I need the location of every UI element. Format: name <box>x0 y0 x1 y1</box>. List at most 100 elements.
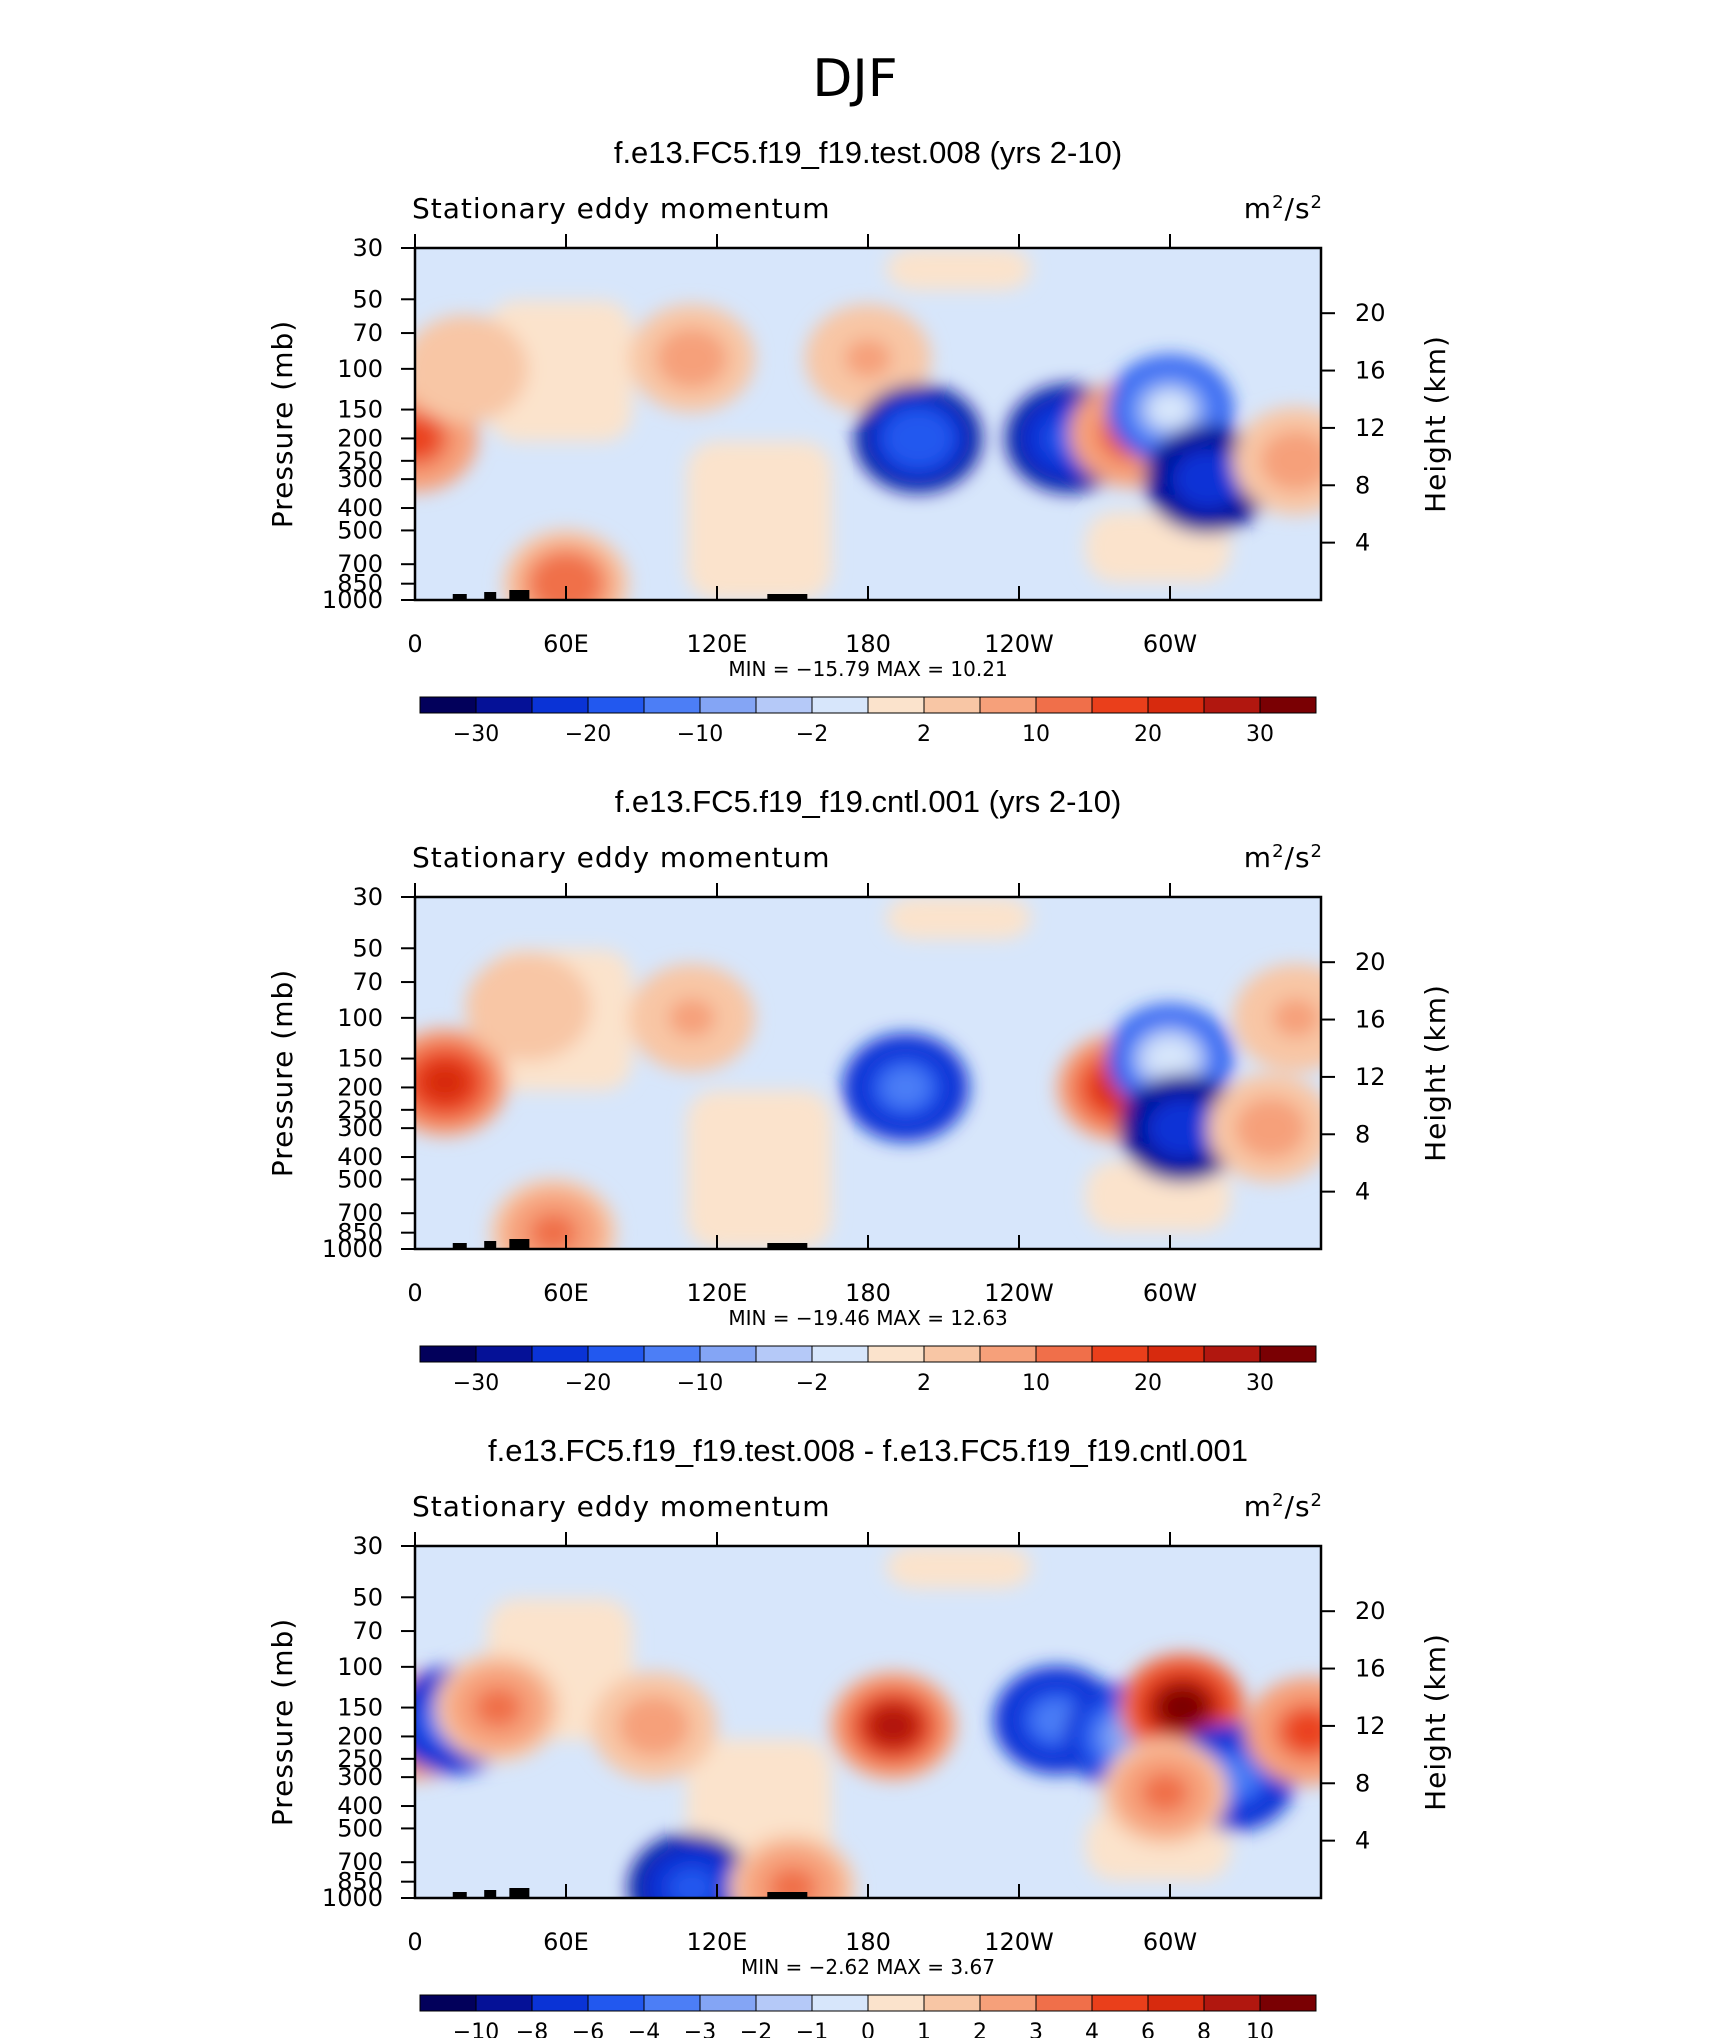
contour-band <box>886 897 1032 940</box>
colorbar-tick-label: 3 <box>1029 2020 1043 2038</box>
plot-area: 0 60E 120E 180 120W 60W3050701001502002503004… <box>322 1532 1386 1956</box>
colorbar-box <box>587 696 645 714</box>
y-tick-label: 500 <box>337 516 383 544</box>
plot-area: 0 60E 120E 180 120W 60W3050701001502002503004… <box>322 883 1386 1307</box>
colorbar-box <box>419 696 477 714</box>
x-tick-label: 120E <box>687 1928 748 1956</box>
colorbar-box <box>587 1994 645 2012</box>
contour-feature <box>1272 441 1320 481</box>
colorbar-tick-label: −20 <box>565 1371 611 1396</box>
colorbar-box <box>979 1345 1037 1363</box>
x-tick-label: 0 <box>407 1928 422 1956</box>
min-max-stats: MIN = −15.79 MAX = 10.21 <box>728 657 1007 681</box>
colorbar-box <box>1035 1345 1093 1363</box>
topography <box>792 1244 807 1249</box>
colorbar-tick-label: −30 <box>453 722 499 747</box>
colorbar-tick-label: −10 <box>677 1371 723 1396</box>
y2-tick-label: 8 <box>1355 1769 1370 1797</box>
colorbar-tick-label: 10 <box>1022 1371 1050 1396</box>
x-tick-label: 60W <box>1143 1279 1197 1307</box>
y-tick-label: 300 <box>337 1763 383 1791</box>
x-tick-label: 60E <box>543 1279 589 1307</box>
colorbar-box <box>1147 696 1205 714</box>
colorbar-tick-label: −6 <box>572 2020 604 2038</box>
contour-feature <box>882 1067 930 1107</box>
colorbar-box <box>1203 696 1261 714</box>
colorbar-tick-label: −20 <box>565 722 611 747</box>
y-tick-label: 700 <box>337 550 383 578</box>
colorbar: −30 −20 −10 −2 2 10 20 30 <box>419 696 1317 747</box>
topography <box>767 1892 808 1898</box>
x-tick-label: 60W <box>1143 1928 1197 1956</box>
colorbar-tick-label: −2 <box>740 2020 772 2038</box>
x-tick-label: 0 <box>407 1279 422 1307</box>
colorbar-tick-label: −30 <box>453 1371 499 1396</box>
y2-tick-label: 20 <box>1355 299 1386 327</box>
colorbar-tick-label: 20 <box>1134 722 1162 747</box>
plot-area: 0 60E 120E 180 120W 60W3050701001502002503004… <box>322 234 1386 658</box>
contour-feature <box>1272 998 1320 1038</box>
colorbar-box <box>531 1345 589 1363</box>
contour-band <box>487 300 633 442</box>
contour-feature <box>769 1867 816 1898</box>
colorbar-tick-label: 2 <box>917 722 931 747</box>
colorbar-tick-label: −1 <box>796 2020 828 2038</box>
topography <box>484 592 497 600</box>
colorbar-tick-label: −10 <box>453 2020 499 2038</box>
x-tick-label: 180 <box>845 1279 891 1307</box>
y-axis-label: Pressure (mb) <box>266 320 299 528</box>
y-tick-label: 850 <box>337 1219 383 1247</box>
y-tick-label: 100 <box>337 355 383 383</box>
y2-axis-label: Height (km) <box>1419 335 1452 513</box>
colorbar-box <box>1259 1345 1317 1363</box>
y-tick-label: 250 <box>337 1745 383 1773</box>
y-tick-label: 700 <box>337 1848 383 1876</box>
contour-feature <box>441 349 489 389</box>
panel-subtitle: Stationary eddy momentum <box>412 192 831 225</box>
contour-band <box>686 441 832 600</box>
figure-title: DJF <box>812 49 897 109</box>
x-tick-label: 180 <box>845 1928 891 1956</box>
colorbar-tick-label: 1 <box>917 2020 931 2038</box>
y-tick-label: 30 <box>352 883 383 911</box>
y-tick-label: 50 <box>352 934 383 962</box>
x-tick-label: 60E <box>543 630 589 658</box>
colorbar-box <box>979 1994 1037 2012</box>
y-tick-label: 400 <box>337 1792 383 1820</box>
y-tick-label: 850 <box>337 570 383 598</box>
colorbar-box <box>699 1994 757 2012</box>
contour-band <box>886 1546 1032 1589</box>
colorbar-box <box>1259 696 1317 714</box>
colorbar: −10 −8 −6 −4 −3 −2 −1 0 1 2 3 4 6 8 10 <box>419 1994 1317 2038</box>
colorbar-tick-label: 4 <box>1085 2020 1099 2038</box>
contour-feature <box>504 987 552 1027</box>
y2-tick-label: 12 <box>1355 414 1386 442</box>
contour-field <box>415 1546 1321 1898</box>
contour-field <box>415 897 1321 1249</box>
colorbar-box <box>587 1345 645 1363</box>
contour-feature <box>530 1213 577 1249</box>
topography <box>452 594 467 600</box>
contour-feature <box>668 998 716 1038</box>
colorbar-box <box>1203 1345 1261 1363</box>
colorbar-tick-label: 20 <box>1134 1371 1162 1396</box>
y2-tick-label: 8 <box>1355 471 1370 499</box>
y2-tick-label: 4 <box>1355 1827 1370 1855</box>
y-tick-label: 1000 <box>322 586 383 614</box>
colorbar-box <box>867 1994 925 2012</box>
y-axis-label: Pressure (mb) <box>266 969 299 1177</box>
colorbar-tick-label: 30 <box>1246 1371 1274 1396</box>
y2-tick-label: 4 <box>1355 1178 1370 1206</box>
contour-feature <box>844 338 892 378</box>
x-tick-label: 0 <box>407 630 422 658</box>
colorbar-tick-label: −8 <box>516 2020 548 2038</box>
colorbar-box <box>1035 1994 1093 2012</box>
colorbar-box <box>475 696 533 714</box>
contour-feature <box>415 419 439 458</box>
x-tick-label: 120E <box>687 1279 748 1307</box>
y2-tick-label: 16 <box>1355 1006 1386 1034</box>
colorbar-box <box>979 696 1037 714</box>
y2-axis-label: Height (km) <box>1419 984 1452 1162</box>
contour-feature <box>1184 459 1232 499</box>
